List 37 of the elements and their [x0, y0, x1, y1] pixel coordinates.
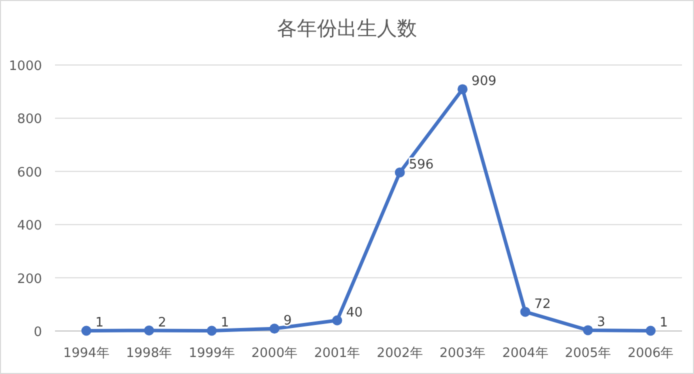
x-tick-label: 1998年	[126, 346, 172, 361]
point	[206, 326, 217, 336]
data-label: 40	[346, 305, 363, 320]
x-tick-label: 2004年	[502, 346, 548, 361]
x-tick-label: 2002年	[376, 346, 423, 361]
point	[458, 84, 468, 94]
y-tick-label: 800	[17, 112, 42, 128]
point	[269, 324, 280, 334]
data-label: 2	[158, 315, 166, 330]
x-tick-label: 1999年	[188, 346, 235, 361]
data-label: 3	[596, 315, 606, 330]
x-tick-label: 2003年	[440, 346, 486, 361]
point	[394, 167, 405, 178]
y-tick-label: 400	[17, 218, 42, 234]
data-label: 1	[220, 316, 230, 331]
point	[646, 326, 656, 336]
data-label: 909	[472, 74, 496, 90]
data-label: 1	[660, 316, 668, 331]
y-tick-label: 200	[17, 272, 42, 287]
x-tick-label: 2001年	[314, 346, 360, 361]
point	[144, 325, 154, 336]
y-tick-label: 600	[17, 165, 42, 180]
point	[81, 326, 92, 336]
x-tick-label: 1994年	[63, 346, 110, 361]
point	[582, 325, 593, 336]
x-tick-label: 2000年	[251, 346, 298, 361]
y-tick-label: 0	[34, 325, 42, 340]
x-tick-label: 2005年	[564, 346, 611, 361]
point	[520, 306, 530, 317]
x-tick-label: 2006年	[628, 346, 674, 361]
point	[332, 315, 342, 326]
data-label: 9	[283, 314, 292, 329]
chart-title: 各年份出生人数	[277, 16, 417, 40]
data-label: 72	[534, 296, 551, 312]
data-label: 1	[95, 316, 104, 331]
y-tick-label: 1000	[8, 59, 42, 74]
data-label: 596	[408, 157, 434, 172]
